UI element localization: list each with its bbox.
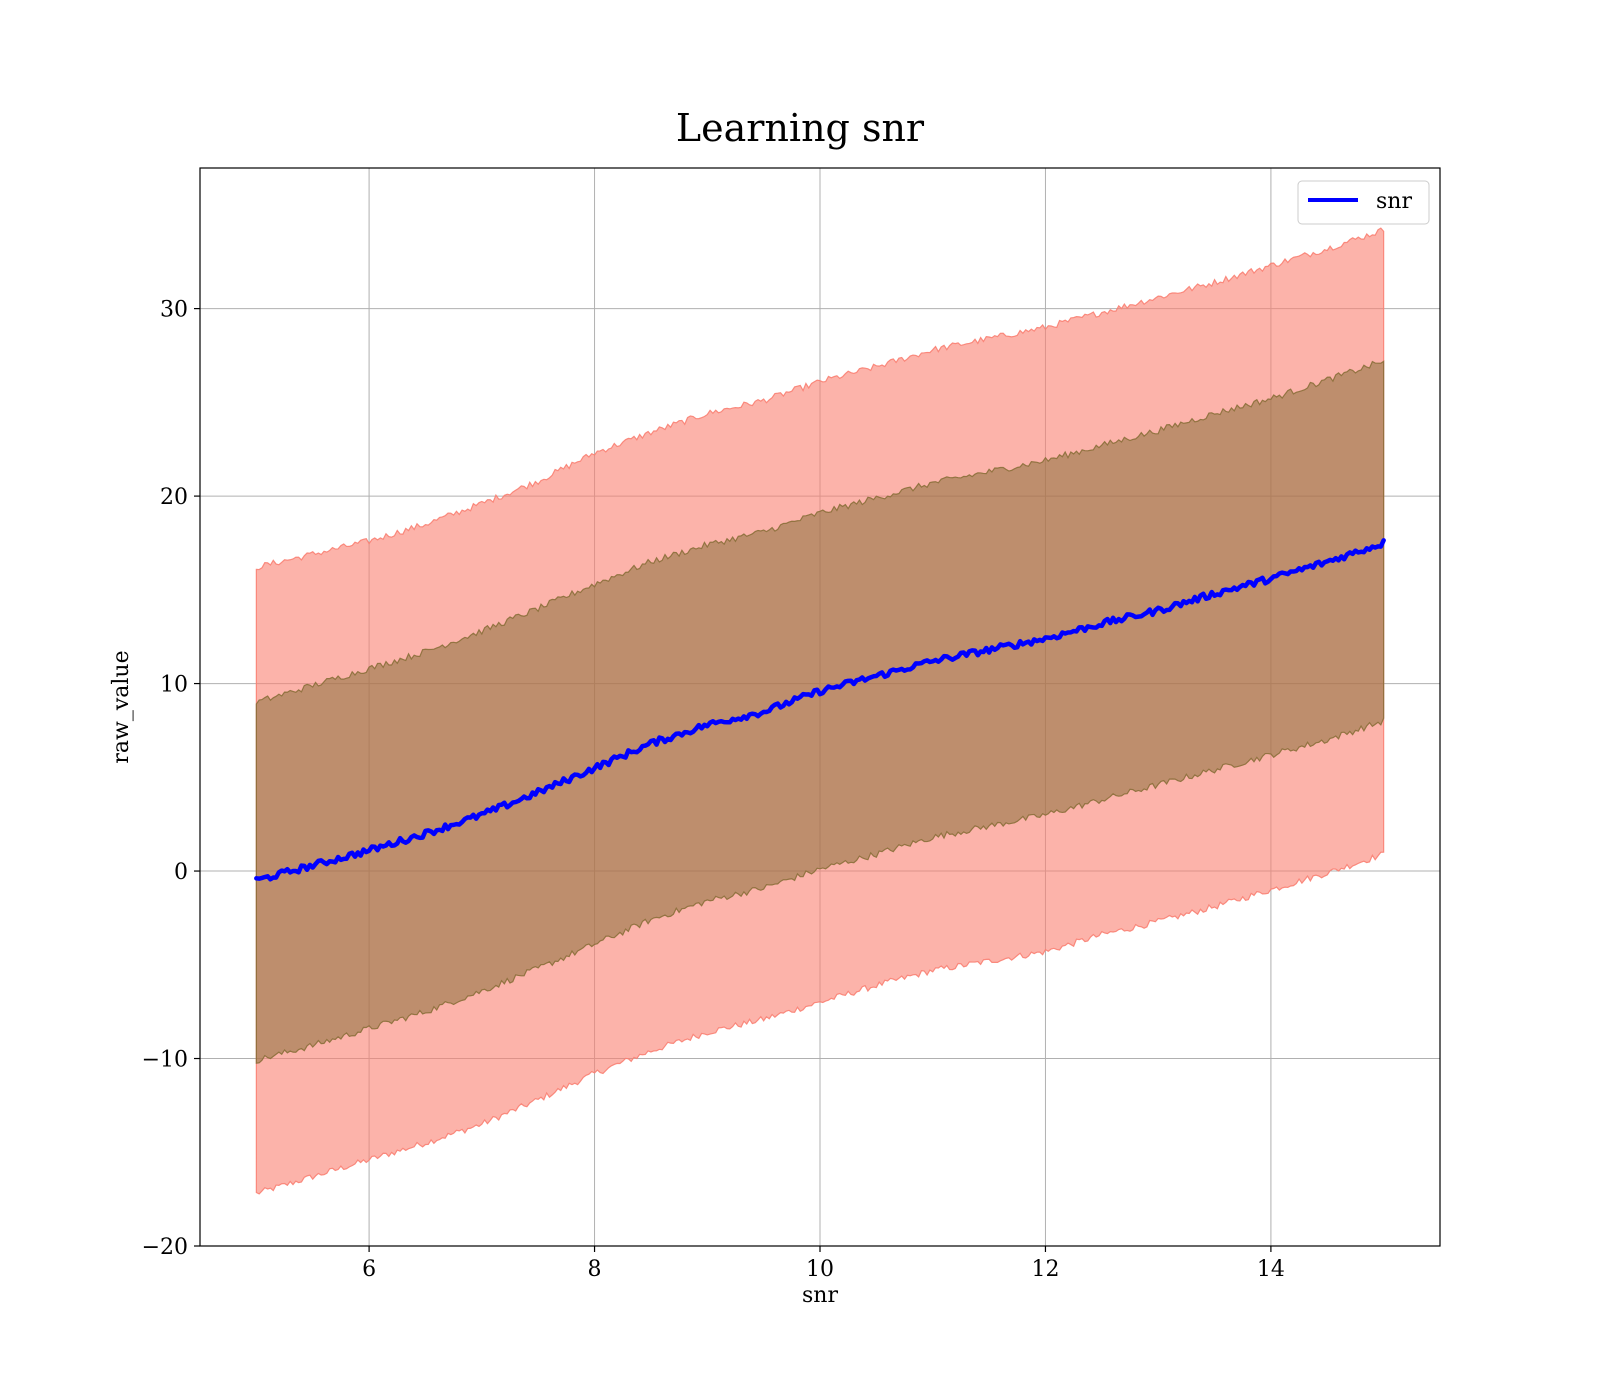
confidence-bands	[255, 227, 1385, 1195]
x-axis-ticks: 6 8 10 12 14	[362, 1246, 1285, 1282]
x-tick-label: 6	[362, 1257, 376, 1282]
x-tick-label: 8	[588, 1257, 602, 1282]
y-tick-label: 30	[160, 298, 188, 323]
series-lines	[254, 538, 1386, 882]
y-tick-label: −20	[142, 1235, 188, 1260]
x-axis-label: snr	[802, 1283, 838, 1308]
x-tick-label: 14	[1257, 1257, 1285, 1282]
legend-label-snr: snr	[1376, 189, 1412, 214]
legend-box	[1297, 180, 1430, 225]
y-tick-label: 10	[160, 673, 188, 698]
y-axis-label: raw_value	[109, 650, 134, 763]
chart-title: Learning snr	[676, 106, 925, 150]
x-tick-label: 10	[806, 1257, 834, 1282]
legend: snr	[1297, 180, 1430, 225]
x-tick-label: 12	[1031, 1257, 1059, 1282]
y-tick-label: −10	[142, 1048, 188, 1073]
band-inner	[255, 360, 1385, 1064]
y-tick-label: 0	[174, 860, 188, 885]
series-line-snr	[254, 538, 1386, 882]
y-tick-label: 20	[160, 485, 188, 510]
y-axis-ticks: −20 −10 0 10 20 30	[142, 298, 200, 1260]
